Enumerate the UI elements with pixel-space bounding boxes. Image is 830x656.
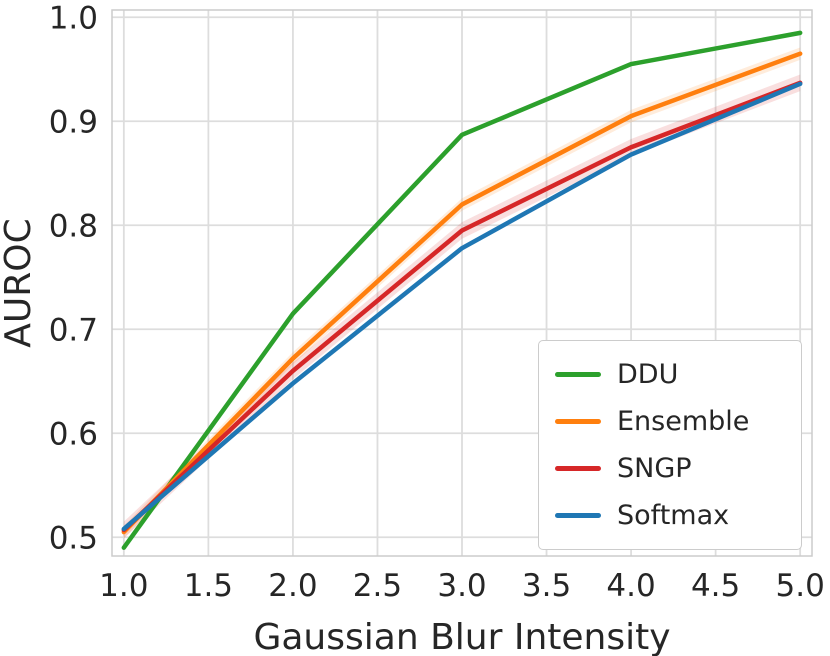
legend-swatch-ddu: [555, 372, 601, 377]
line-ddu: [121, 30, 803, 550]
line-sngp: [121, 80, 803, 533]
legend-label: DDU: [617, 359, 679, 390]
x-tick-label: 2.0: [268, 568, 317, 604]
line-softmax: [121, 81, 803, 532]
x-tick-label: 1.5: [184, 568, 233, 604]
x-tick-label: 4.0: [606, 568, 655, 604]
y-tick-label: 0.7: [49, 312, 98, 348]
y-tick-label: 0.6: [49, 416, 98, 452]
legend-item-ensemble: Ensemble: [555, 398, 791, 445]
line-ensemble: [121, 51, 803, 535]
y-axis-label: AUROC: [0, 218, 39, 347]
plot-frame: [111, 9, 813, 557]
legend-swatch-ensemble: [555, 419, 601, 424]
legend-label: SNGP: [617, 453, 692, 484]
y-tick-label: 0.9: [49, 104, 98, 140]
x-tick-label: 5.0: [776, 568, 825, 604]
legend-item-softmax: Softmax: [555, 492, 791, 539]
legend-label: Ensemble: [617, 406, 750, 437]
x-tick-label: 2.5: [353, 568, 402, 604]
x-tick-label: 3.0: [437, 568, 486, 604]
legend-item-ddu: DDU: [555, 351, 791, 398]
y-tick-label: 0.8: [49, 208, 98, 244]
legend-label: Softmax: [617, 500, 730, 531]
x-tick-label: 1.0: [99, 568, 148, 604]
legend-swatch-softmax: [555, 513, 601, 518]
y-tick-label: 1.0: [49, 0, 98, 36]
y-tick-label: 0.5: [49, 520, 98, 556]
x-tick-label: 4.5: [691, 568, 740, 604]
legend: DDU Ensemble SNGP Softmax: [538, 340, 802, 550]
x-tick-label: 3.5: [522, 568, 571, 604]
legend-swatch-sngp: [555, 466, 601, 471]
x-axis-label: Gaussian Blur Intensity: [253, 617, 670, 656]
legend-item-sngp: SNGP: [555, 445, 791, 492]
